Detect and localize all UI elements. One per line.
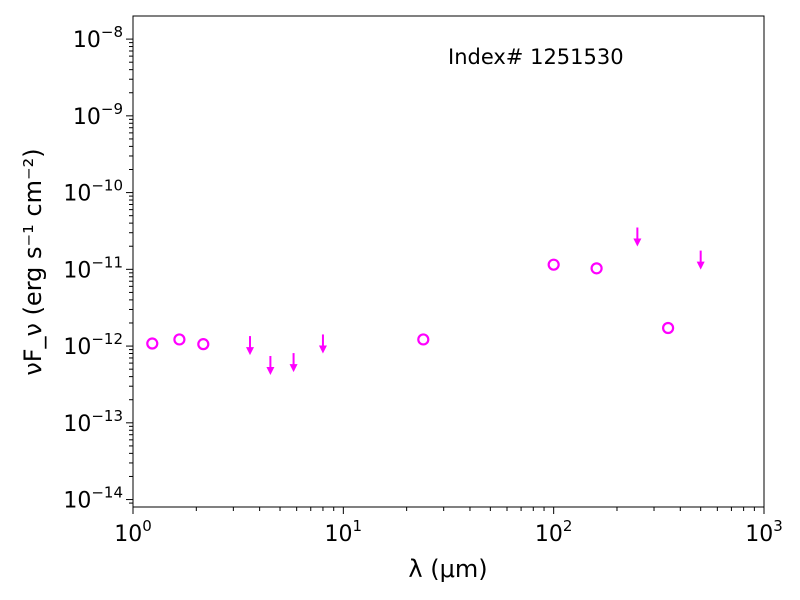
upper-limit-arrowhead [246,347,255,356]
tick-exponent: −11 [91,253,123,271]
y-tick-label: 10−9 [73,100,123,130]
tick-base: 10 [535,522,563,547]
x-axis-ticks: 100 101 102 103 [114,507,783,547]
tick-exponent: −10 [91,177,123,195]
tick-exponent: −12 [91,330,123,348]
upper-limit-marker [246,336,255,356]
detection-marker [197,338,210,351]
data-markers [146,227,705,376]
y-axis-label: νF_ν (erg s⁻¹ cm⁻²) [19,148,47,375]
tick-exponent: −8 [101,23,123,41]
x-tick-label: 103 [745,517,783,547]
y-tick-label: 10−12 [63,330,123,360]
tick-base: 10 [325,522,353,547]
x-tick-label: 102 [535,517,573,547]
upper-limit-arrowhead [696,261,705,270]
tick-exponent: −14 [91,484,123,502]
y-tick-label: 10−13 [63,407,123,437]
upper-limit-arrowhead [289,364,298,373]
index-annotation: Index# 1251530 [448,45,624,69]
x-axis-label: λ (μm) [408,555,487,583]
detection-marker [662,321,675,335]
y-tick-label: 10−8 [73,23,123,53]
tick-base: 10 [73,28,101,53]
x-tick-label: 101 [325,517,363,547]
y-tick-label: 10−11 [63,253,123,283]
upper-limit-marker [266,356,275,376]
tick-base: 10 [63,412,91,437]
detection-marker [146,337,159,350]
tick-base: 10 [63,489,91,514]
tick-base: 10 [114,522,142,547]
upper-limit-arrowhead [633,238,642,247]
tick-exponent: 0 [142,517,152,535]
tick-base: 10 [63,335,91,360]
plot-frame [132,15,765,508]
upper-limit-arrowhead [318,345,327,354]
detection-marker [417,333,430,346]
tick-exponent: 1 [353,517,363,535]
tick-base: 10 [63,258,91,283]
upper-limit-marker [696,250,705,270]
detection-marker [590,262,603,275]
upper-limit-arrowhead [266,367,275,376]
tick-exponent: 3 [773,517,783,535]
tick-exponent: −13 [91,407,123,425]
upper-limit-marker [633,227,642,247]
tick-base: 10 [73,105,101,130]
detection-marker [173,333,186,346]
y-tick-label: 10−14 [63,484,123,514]
tick-base: 10 [63,182,91,207]
tick-base: 10 [745,522,773,547]
x-tick-label: 100 [114,517,152,547]
upper-limit-marker [289,353,298,373]
tick-exponent: 2 [563,517,573,535]
upper-limit-marker [318,334,327,354]
tick-exponent: −9 [101,100,123,118]
detection-marker [547,258,560,271]
y-tick-label: 10−10 [63,177,123,207]
